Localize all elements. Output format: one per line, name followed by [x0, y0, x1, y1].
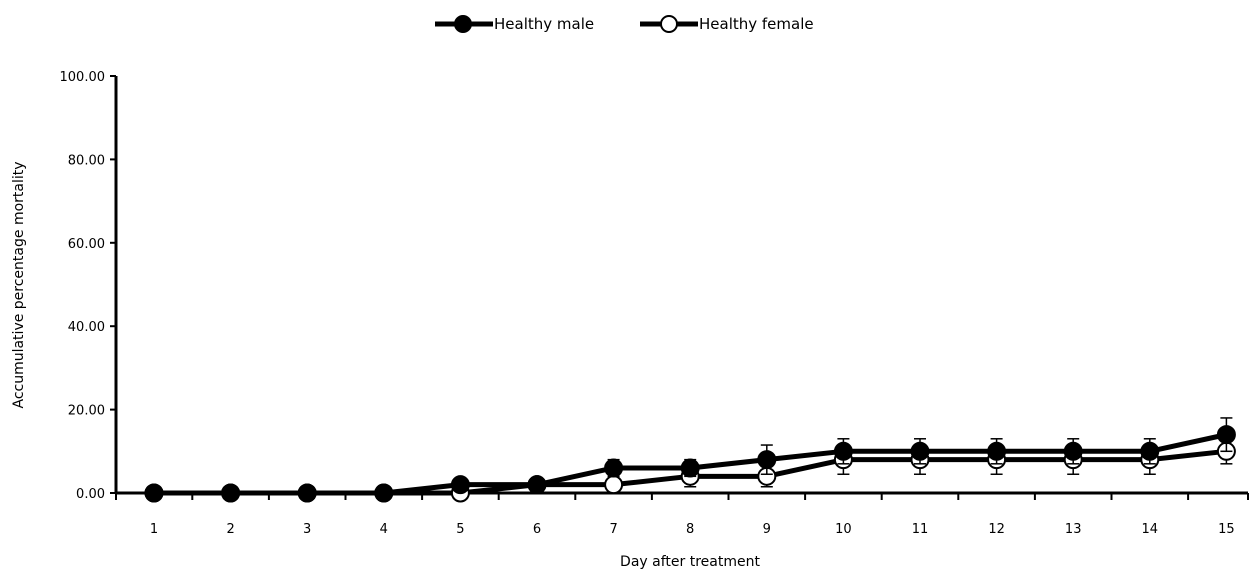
series-healthy-male [144, 417, 1236, 503]
y-tick-label: 40.00 [68, 320, 105, 335]
x-tick-label: 15 [1218, 522, 1235, 537]
data-point-healthy-male [833, 441, 853, 461]
x-tick-label: 6 [533, 522, 541, 537]
data-point-healthy-male [374, 483, 394, 503]
data-point-healthy-female [604, 475, 624, 495]
data-point-healthy-male [604, 458, 624, 478]
x-tick-label: 1 [150, 522, 158, 537]
x-tick-label: 11 [912, 522, 929, 537]
x-tick-label: 10 [835, 522, 852, 537]
x-tick-label: 3 [303, 522, 311, 537]
data-point-healthy-male [757, 450, 777, 470]
x-tick-label: 2 [226, 522, 234, 537]
data-point-healthy-male [450, 475, 470, 495]
x-tick-label: 7 [609, 522, 617, 537]
y-tick-label: 0.00 [76, 487, 105, 502]
data-point-healthy-male [221, 483, 241, 503]
data-point-healthy-male [297, 483, 317, 503]
x-tick-label: 9 [763, 522, 771, 537]
x-tick-label: 14 [1142, 522, 1159, 537]
y-tick-label: 60.00 [68, 237, 105, 252]
x-tick-label: 4 [380, 522, 388, 537]
x-tick-label: 8 [686, 522, 694, 537]
x-tick-label: 5 [456, 522, 464, 537]
legend-item-healthy-female: Healthy female [640, 15, 814, 33]
y-tick-label: 20.00 [68, 404, 105, 419]
legend-marker-healthy-male [454, 15, 472, 33]
chart-series [144, 417, 1236, 503]
data-point-healthy-male [1063, 441, 1083, 461]
x-tick-label: 13 [1065, 522, 1082, 537]
y-axis-title: Accumulative percentage mortality [11, 161, 27, 408]
chart-legend: Healthy male Healthy female [435, 15, 814, 33]
data-point-healthy-male [527, 475, 547, 495]
legend-item-healthy-male: Healthy male [435, 15, 594, 33]
y-tick-label: 80.00 [68, 153, 105, 168]
data-point-healthy-male [144, 483, 164, 503]
legend-marker-healthy-female [660, 15, 678, 33]
data-point-healthy-male [987, 441, 1007, 461]
legend-label-healthy-male: Healthy male [494, 15, 594, 33]
data-point-healthy-male [680, 458, 700, 478]
x-tick-label: 12 [988, 522, 1005, 537]
legend-label-healthy-female: Healthy female [699, 15, 814, 33]
data-point-healthy-male [1216, 425, 1236, 445]
data-point-healthy-male [910, 441, 930, 461]
x-axis-title: Day after treatment [620, 554, 760, 570]
y-tick-label: 100.00 [60, 70, 106, 85]
data-point-healthy-male [1140, 441, 1160, 461]
